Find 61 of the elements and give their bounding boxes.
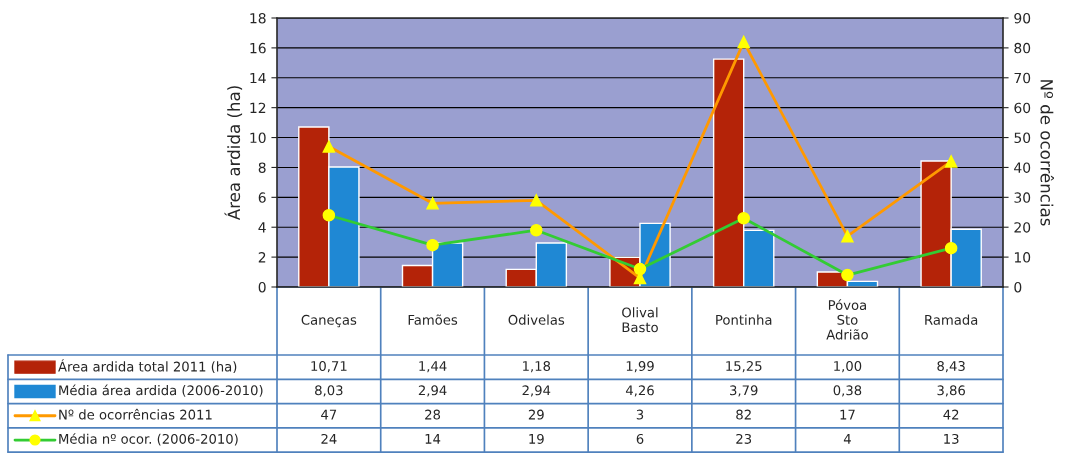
data-label: 10,71 — [311, 361, 347, 373]
x-tick-label: Olival Basto — [622, 307, 658, 333]
y2-tick-label: 90 — [1014, 12, 1031, 24]
y-tick-label: 14 — [250, 72, 266, 84]
y-tick-label: 18 — [250, 12, 266, 24]
y2-tick-label: 50 — [1014, 132, 1031, 144]
data-label: 14 — [425, 434, 441, 444]
data-label: 3 — [636, 409, 644, 420]
data-label: 24 — [321, 433, 337, 444]
y-tick-label: 0 — [258, 281, 266, 293]
legend-label: Nº de ocorrências 2011 — [59, 408, 212, 420]
y-tick-label: 4 — [258, 222, 266, 233]
data-label: 23 — [736, 433, 752, 444]
data-label: 29 — [528, 409, 544, 420]
data-label: 82 — [736, 409, 751, 420]
y2-tick-label: 70 — [1014, 72, 1031, 84]
x-tick-label: Póvoa Sto Adrião — [826, 299, 868, 340]
data-label: 0,38 — [833, 385, 862, 397]
data-label: 6 — [636, 433, 644, 444]
x-tick-label: Odivelas — [508, 314, 565, 325]
y-tick-label: 8 — [258, 162, 266, 173]
data-label: 17 — [840, 409, 855, 420]
y2-axis-title: Nº de ocorrências — [1040, 80, 1054, 226]
y2-tick-label: 80 — [1014, 42, 1031, 54]
data-label: 3,79 — [730, 385, 758, 397]
y-tick-label: 12 — [250, 102, 266, 113]
y2-tick-label: 10 — [1014, 252, 1031, 263]
data-label: 2,94 — [522, 385, 551, 397]
data-label: 1,18 — [523, 361, 551, 373]
y2-tick-label: 30 — [1014, 192, 1031, 203]
y2-tick-label: 40 — [1014, 162, 1031, 173]
y2-tick-label: 60 — [1014, 102, 1031, 114]
legend-label: Média nº ocor. (2006-2010) — [59, 433, 238, 446]
data-label: 1,44 — [419, 361, 447, 373]
data-label: 15,25 — [726, 361, 762, 373]
legend-label: Área ardida total 2011 (ha) — [58, 359, 237, 374]
legend-label: Média área ardida (2006-2010) — [59, 384, 263, 397]
data-label: 8,43 — [937, 361, 965, 373]
data-label: 1,00 — [834, 361, 862, 373]
y-tick-label: 16 — [250, 42, 266, 54]
y-axis-title: Área ardida (ha) — [224, 86, 243, 221]
data-label: 2,94 — [418, 385, 447, 397]
x-tick-label: Caneças — [301, 314, 357, 328]
y2-tick-label: 0 — [1014, 281, 1022, 293]
data-label: 3,86 — [937, 385, 965, 397]
y2-tick-label: 20 — [1014, 222, 1031, 233]
data-label: 1,99 — [626, 361, 654, 373]
data-label: 4,26 — [625, 385, 654, 397]
data-label: 42 — [943, 409, 959, 420]
data-label: 28 — [425, 409, 441, 420]
data-label: 47 — [321, 409, 337, 420]
data-label: 19 — [529, 433, 544, 444]
x-tick-label: Pontinha — [716, 314, 772, 325]
data-label: 4 — [843, 434, 851, 444]
x-tick-label: Famões — [408, 314, 458, 325]
y-tick-label: 6 — [258, 192, 266, 203]
x-tick-label: Ramada — [925, 314, 978, 325]
data-label: 13 — [944, 433, 959, 444]
y-tick-label: 2 — [258, 252, 266, 263]
data-label: 8,03 — [315, 385, 343, 397]
y-tick-label: 10 — [250, 132, 266, 144]
